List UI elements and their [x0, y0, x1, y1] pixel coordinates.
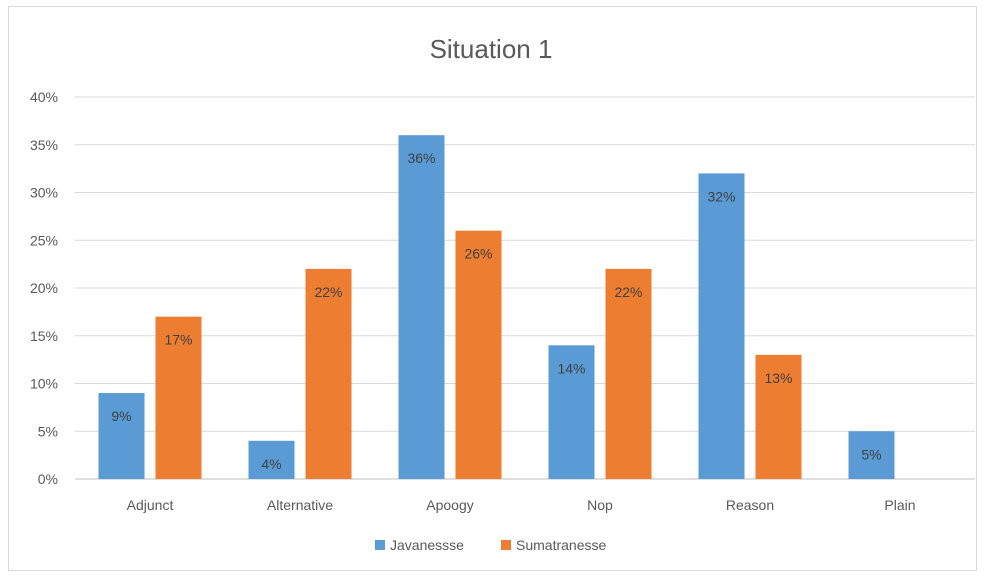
chart-title: Situation 1: [430, 34, 553, 64]
y-tick-label: 20%: [30, 280, 58, 296]
legend-label: Sumatranesse: [516, 537, 606, 553]
bars: [98, 135, 895, 479]
category-label: Alternative: [267, 497, 333, 513]
legend: Javanessse Sumatranesse: [375, 537, 606, 553]
data-label: 9%: [111, 408, 131, 424]
category-label: Plain: [884, 497, 915, 513]
y-axis-tick-labels: 0% 5% 10% 15% 20% 25% 30% 35% 40%: [30, 89, 58, 487]
y-tick-label: 40%: [30, 89, 58, 105]
data-label: 13%: [764, 370, 792, 386]
bar-javanessse-reason: [698, 173, 745, 479]
y-tick-label: 25%: [30, 232, 58, 248]
bar-sumatranesse-nop: [605, 268, 652, 479]
bar-sumatranesse-reason: [755, 354, 802, 479]
data-label: 14%: [557, 360, 585, 376]
data-label: 4%: [261, 456, 281, 472]
bar-sumatranesse-apoogy: [455, 230, 502, 479]
legend-swatch: [375, 540, 385, 550]
category-label: Adjunct: [127, 497, 174, 513]
bar-javanessse-apoogy: [398, 135, 445, 479]
data-label: 32%: [707, 188, 735, 204]
data-label: 36%: [407, 150, 435, 166]
category-label: Reason: [726, 497, 774, 513]
data-label: 22%: [614, 284, 642, 300]
bar-javanessse-nop: [548, 345, 595, 479]
y-tick-label: 5%: [38, 423, 58, 439]
category-label: Apoogy: [426, 497, 473, 513]
data-label: 22%: [314, 284, 342, 300]
legend-label: Javanessse: [390, 537, 464, 553]
x-axis-category-labels: Adjunct Alternative Apoogy Nop Reason Plain: [127, 497, 916, 513]
bar-sumatranesse-alternative: [305, 268, 352, 479]
gridlines: [75, 96, 975, 480]
y-tick-label: 30%: [30, 185, 58, 201]
data-label: 26%: [464, 246, 492, 262]
y-tick-label: 10%: [30, 376, 58, 392]
category-label: Nop: [587, 497, 613, 513]
bar-javanessse-adjunct: [98, 393, 145, 479]
data-label: 5%: [861, 446, 881, 462]
y-tick-label: 0%: [38, 471, 58, 487]
data-labels: 9% 17% 4% 22% 36% 26% 14% 22% 32% 13% 5%: [111, 150, 881, 472]
bar-javanessse-plain: [848, 431, 895, 479]
y-tick-label: 15%: [30, 328, 58, 344]
y-tick-label: 35%: [30, 137, 58, 153]
bar-javanessse-alternative: [248, 440, 295, 479]
bar-sumatranesse-adjunct: [155, 316, 202, 479]
data-label: 17%: [164, 332, 192, 348]
legend-swatch: [501, 540, 511, 550]
